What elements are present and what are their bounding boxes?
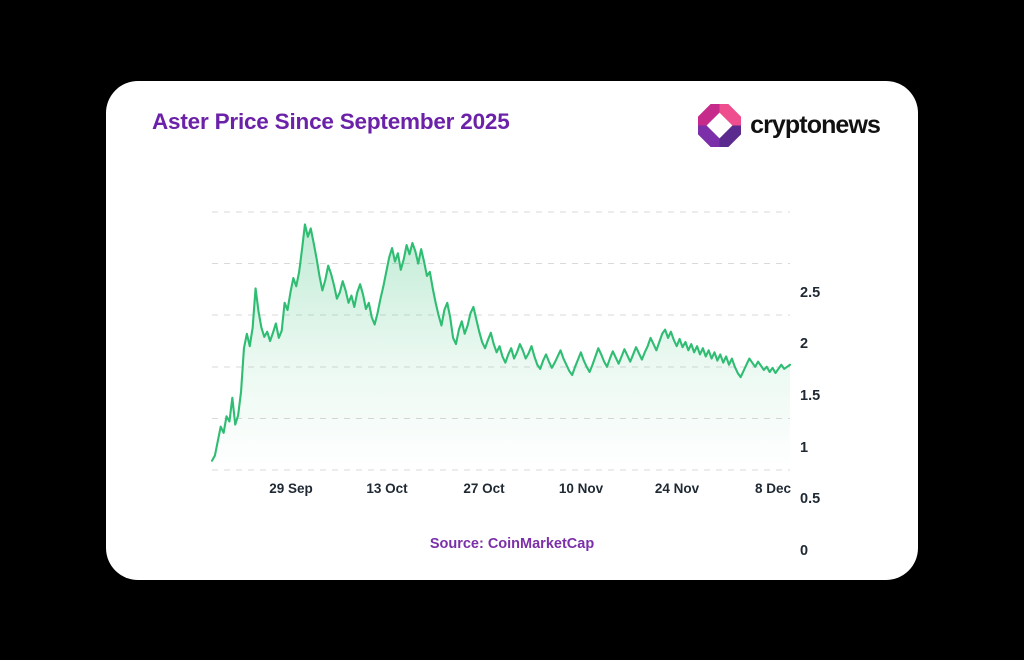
cryptonews-octagon-icon: [698, 104, 742, 147]
area-fill: [212, 224, 790, 470]
x-tick-label: 13 Oct: [366, 481, 408, 496]
brand-name: cryptonews: [750, 111, 881, 139]
y-tick-label: 2: [800, 336, 809, 352]
x-tick-label: 29 Sep: [269, 481, 313, 496]
y-tick-label: 0: [800, 543, 809, 559]
x-tick-label: 8 Dec: [754, 481, 792, 496]
page-title: Aster Price Since September 2025: [152, 109, 510, 134]
x-tick-label: 24 Nov: [654, 481, 700, 496]
y-tick-label: 2.5: [800, 285, 821, 301]
price-area-chart[interactable]: [210, 211, 792, 471]
price-line: [210, 223, 792, 462]
source-attribution: Source: CoinMarketCap: [429, 536, 595, 552]
y-tick-label: 0.5: [800, 491, 821, 507]
chart-card: Aster Price Since September 2025: [106, 81, 918, 580]
plot-area[interactable]: [210, 211, 792, 471]
x-tick-label: 10 Nov: [558, 481, 604, 496]
y-tick-label: 1: [800, 440, 809, 456]
brand-logo[interactable]: cryptonews: [698, 104, 881, 147]
x-tick-label: 27 Oct: [463, 481, 505, 496]
y-tick-label: 1.5: [800, 388, 821, 404]
